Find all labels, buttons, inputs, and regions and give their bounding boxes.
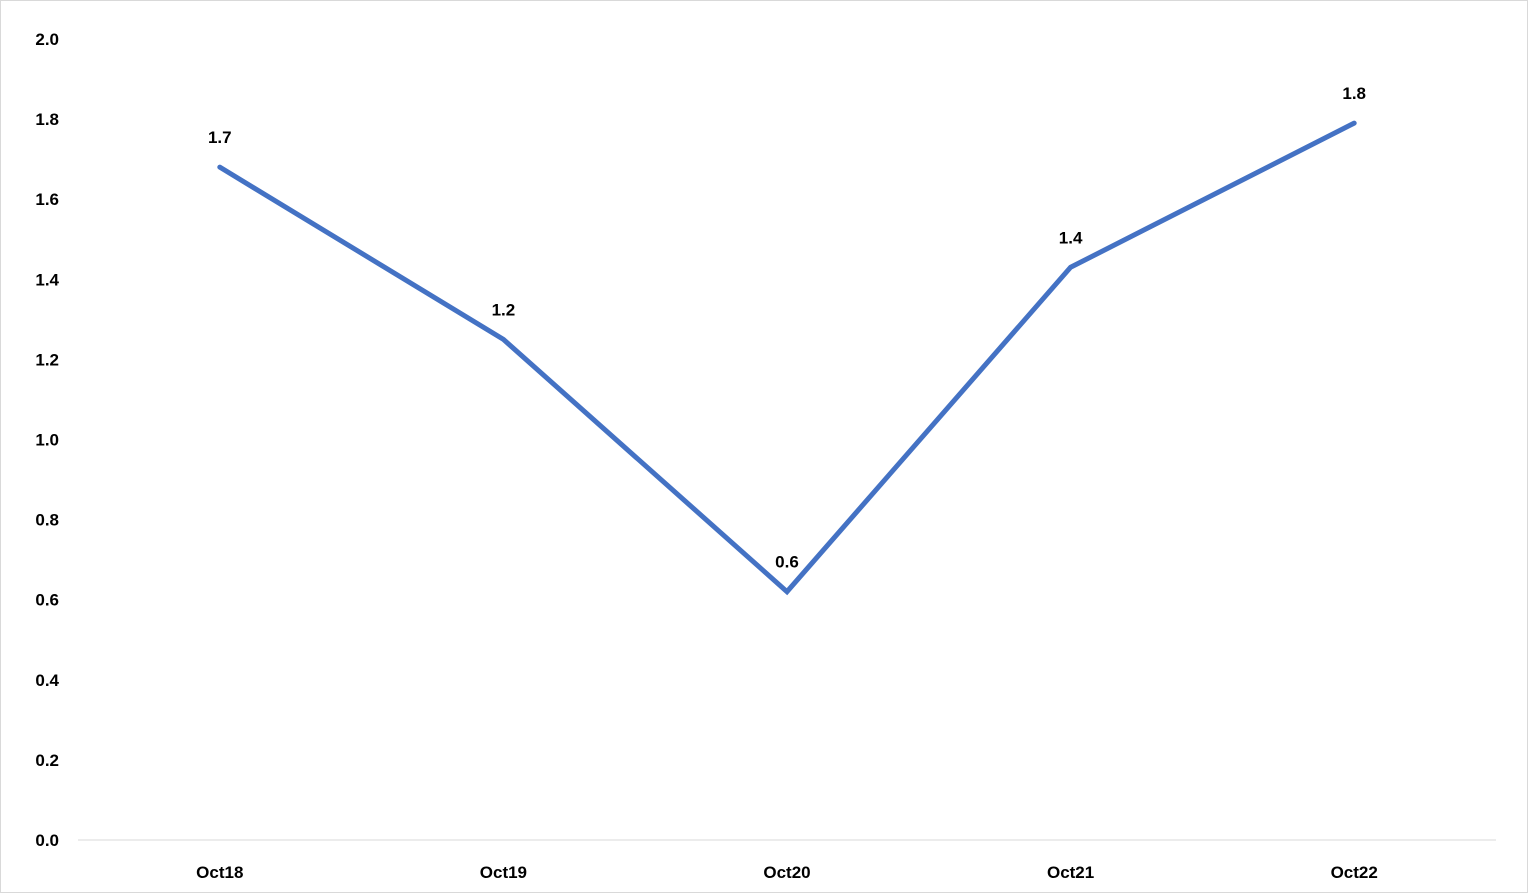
x-tick-label: Oct18: [196, 863, 243, 882]
x-tick-label: Oct22: [1331, 863, 1378, 882]
x-axis-tick-labels: Oct18 Oct19 Oct20 Oct21 Oct22: [196, 863, 1378, 882]
data-labels: 1.7 1.2 0.6 1.4 1.8: [208, 84, 1366, 572]
y-tick-label: 0.0: [35, 831, 59, 850]
y-tick-label: 1.2: [35, 350, 59, 369]
y-tick-label: 0.6: [35, 591, 59, 610]
x-tick-label: Oct20: [763, 863, 810, 882]
data-label: 1.2: [492, 300, 516, 319]
data-label: 0.6: [775, 553, 799, 572]
y-tick-label: 0.4: [35, 671, 59, 690]
y-axis-tick-labels: 0.0 0.2 0.4 0.6 0.8 1.0 1.2 1.4 1.6 1.8 2.0: [35, 30, 59, 850]
data-label: 1.4: [1059, 228, 1083, 247]
x-tick-label: Oct19: [480, 863, 527, 882]
series-line: [217, 120, 1357, 596]
y-tick-label: 1.4: [35, 270, 59, 289]
y-tick-label: 1.0: [35, 431, 59, 450]
y-tick-label: 0.8: [35, 511, 59, 530]
y-tick-label: 1.6: [35, 190, 59, 209]
y-tick-label: 0.2: [35, 751, 59, 770]
data-label: 1.8: [1342, 84, 1366, 103]
y-tick-label: 2.0: [35, 30, 59, 49]
x-tick-label: Oct21: [1047, 863, 1094, 882]
y-tick-label: 1.8: [35, 110, 59, 129]
data-label: 1.7: [208, 128, 232, 147]
